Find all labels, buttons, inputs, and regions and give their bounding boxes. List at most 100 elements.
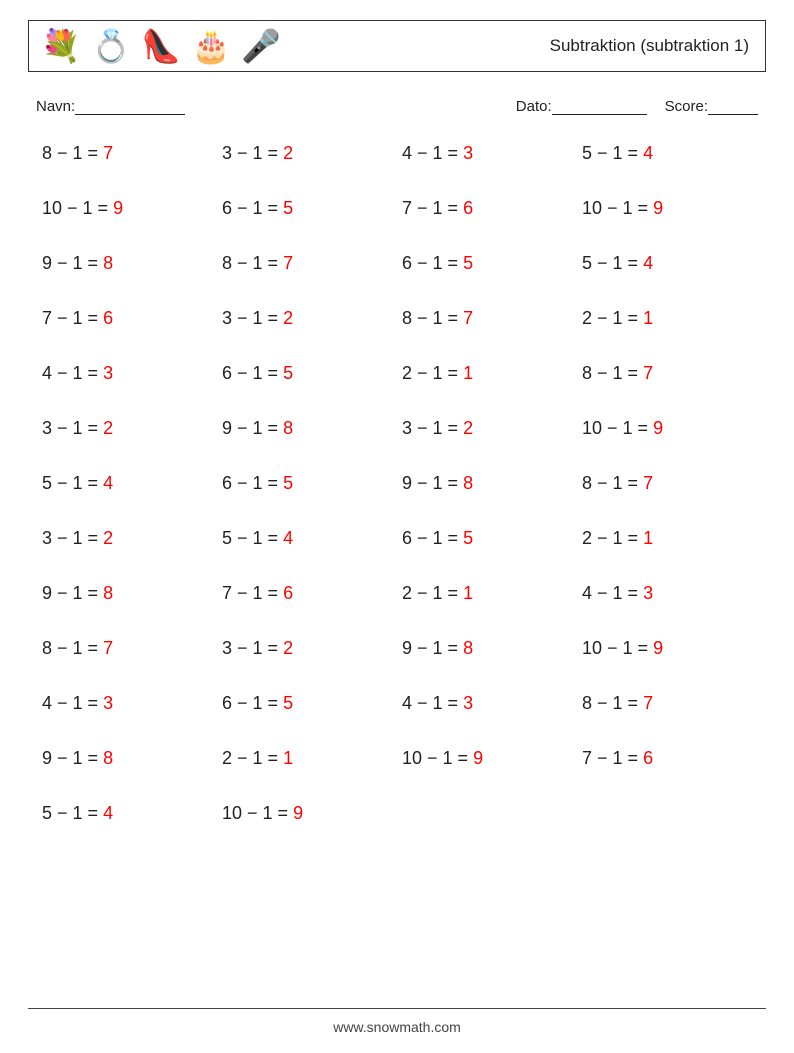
problem-answer: 7 (103, 638, 113, 658)
problem-expression: 7 − 1 = (42, 308, 103, 328)
problem-cell: 8 − 1 = 7 (582, 693, 752, 714)
problem-expression: 2 − 1 = (402, 583, 463, 603)
problem-expression: 6 − 1 = (402, 528, 463, 548)
problem-answer: 3 (463, 693, 473, 713)
problem-cell: 9 − 1 = 8 (42, 583, 212, 604)
problem-answer: 7 (463, 308, 473, 328)
problem-expression: 5 − 1 = (582, 253, 643, 273)
problem-answer: 5 (283, 693, 293, 713)
problem-expression: 7 − 1 = (402, 198, 463, 218)
problem-expression: 6 − 1 = (222, 473, 283, 493)
problem-expression: 5 − 1 = (42, 473, 103, 493)
problem-answer: 8 (283, 418, 293, 438)
problem-expression: 7 − 1 = (222, 583, 283, 603)
problem-answer: 5 (283, 363, 293, 383)
problems-grid: 8 − 1 = 7 3 − 1 = 2 4 − 1 = 3 5 − 1 = 4 10 −… (28, 143, 766, 824)
bouquet-icon: 💐 (41, 26, 81, 66)
microphone-icon: 🎤 (241, 26, 281, 66)
problem-answer: 5 (463, 253, 473, 273)
problem-answer: 2 (463, 418, 473, 438)
wedding-cake-icon: 🎂 (191, 26, 231, 66)
problem-cell: 10 − 1 = 9 (402, 748, 572, 769)
header-icons: 💐 💍 👠 🎂 🎤 (41, 26, 281, 66)
problem-cell: 6 − 1 = 5 (402, 528, 572, 549)
meta-spacer (647, 98, 665, 115)
problem-answer: 3 (463, 143, 473, 163)
problem-expression: 5 − 1 = (42, 803, 103, 823)
problem-expression: 8 − 1 = (582, 473, 643, 493)
problem-answer: 8 (463, 473, 473, 493)
problem-cell: 2 − 1 = 1 (582, 308, 752, 329)
problem-answer: 4 (283, 528, 293, 548)
problem-expression: 6 − 1 = (222, 198, 283, 218)
problem-answer: 3 (643, 583, 653, 603)
problem-answer: 5 (463, 528, 473, 548)
problem-cell: 10 − 1 = 9 (582, 638, 752, 659)
problem-cell: 3 − 1 = 2 (42, 418, 212, 439)
problem-expression: 2 − 1 = (222, 748, 283, 768)
problem-answer: 2 (283, 143, 293, 163)
problem-answer: 4 (103, 803, 113, 823)
problem-answer: 2 (103, 528, 113, 548)
problem-cell: 9 − 1 = 8 (42, 748, 212, 769)
problem-expression: 10 − 1 = (222, 803, 293, 823)
problem-cell: 4 − 1 = 3 (582, 583, 752, 604)
problem-answer: 2 (283, 638, 293, 658)
problem-cell: 3 − 1 = 2 (222, 308, 392, 329)
score-label: Score: (665, 98, 708, 115)
problem-expression: 10 − 1 = (582, 418, 653, 438)
problem-answer: 2 (103, 418, 113, 438)
problem-answer: 6 (643, 748, 653, 768)
problem-answer: 5 (283, 198, 293, 218)
problem-expression: 3 − 1 = (42, 418, 103, 438)
problem-cell: 4 − 1 = 3 (402, 693, 572, 714)
meta-right: Dato: Score: (516, 98, 758, 115)
problem-cell: 10 − 1 = 9 (42, 198, 212, 219)
worksheet-title: Subtraktion (subtraktion 1) (550, 36, 753, 56)
problem-cell: 5 − 1 = 4 (582, 143, 752, 164)
problem-cell: 3 − 1 = 2 (402, 418, 572, 439)
problem-answer: 6 (463, 198, 473, 218)
problem-cell: 10 − 1 = 9 (582, 418, 752, 439)
problem-expression: 9 − 1 = (402, 473, 463, 493)
problem-cell: 7 − 1 = 6 (402, 198, 572, 219)
problem-expression: 3 − 1 = (222, 143, 283, 163)
problem-cell: 5 − 1 = 4 (582, 253, 752, 274)
problem-expression: 4 − 1 = (582, 583, 643, 603)
problem-expression: 8 − 1 = (582, 363, 643, 383)
problem-cell: 9 − 1 = 8 (42, 253, 212, 274)
problem-cell: 3 − 1 = 2 (222, 638, 392, 659)
problem-cell: 6 − 1 = 5 (402, 253, 572, 274)
problem-answer: 1 (463, 583, 473, 603)
problem-expression: 3 − 1 = (402, 418, 463, 438)
problem-cell: 6 − 1 = 5 (222, 363, 392, 384)
problem-expression: 6 − 1 = (402, 253, 463, 273)
problem-cell: 5 − 1 = 4 (42, 473, 212, 494)
problem-cell: 9 − 1 = 8 (222, 418, 392, 439)
footer-divider (28, 1008, 766, 1009)
problem-expression: 9 − 1 = (42, 748, 103, 768)
problem-expression: 9 − 1 = (42, 253, 103, 273)
problem-cell: 9 − 1 = 8 (402, 638, 572, 659)
worksheet-header: 💐 💍 👠 🎂 🎤 Subtraktion (subtraktion 1) (28, 20, 766, 72)
problem-answer: 9 (653, 638, 663, 658)
problem-expression: 9 − 1 = (402, 638, 463, 658)
problem-answer: 7 (283, 253, 293, 273)
problem-cell: 8 − 1 = 7 (42, 143, 212, 164)
problem-answer: 2 (283, 308, 293, 328)
problem-answer: 1 (643, 528, 653, 548)
problem-answer: 6 (283, 583, 293, 603)
problem-answer: 1 (283, 748, 293, 768)
problem-cell (582, 803, 752, 824)
problem-expression: 10 − 1 = (582, 198, 653, 218)
problem-answer: 5 (283, 473, 293, 493)
footer-url: www.snowmath.com (0, 1019, 794, 1035)
problem-cell: 10 − 1 = 9 (222, 803, 392, 824)
problem-cell: 4 − 1 = 3 (42, 363, 212, 384)
problem-cell: 2 − 1 = 1 (222, 748, 392, 769)
problem-expression: 5 − 1 = (222, 528, 283, 548)
high-heel-icon: 👠 (141, 26, 181, 66)
name-blank (75, 98, 185, 115)
problem-answer: 8 (103, 253, 113, 273)
problem-cell: 7 − 1 = 6 (222, 583, 392, 604)
